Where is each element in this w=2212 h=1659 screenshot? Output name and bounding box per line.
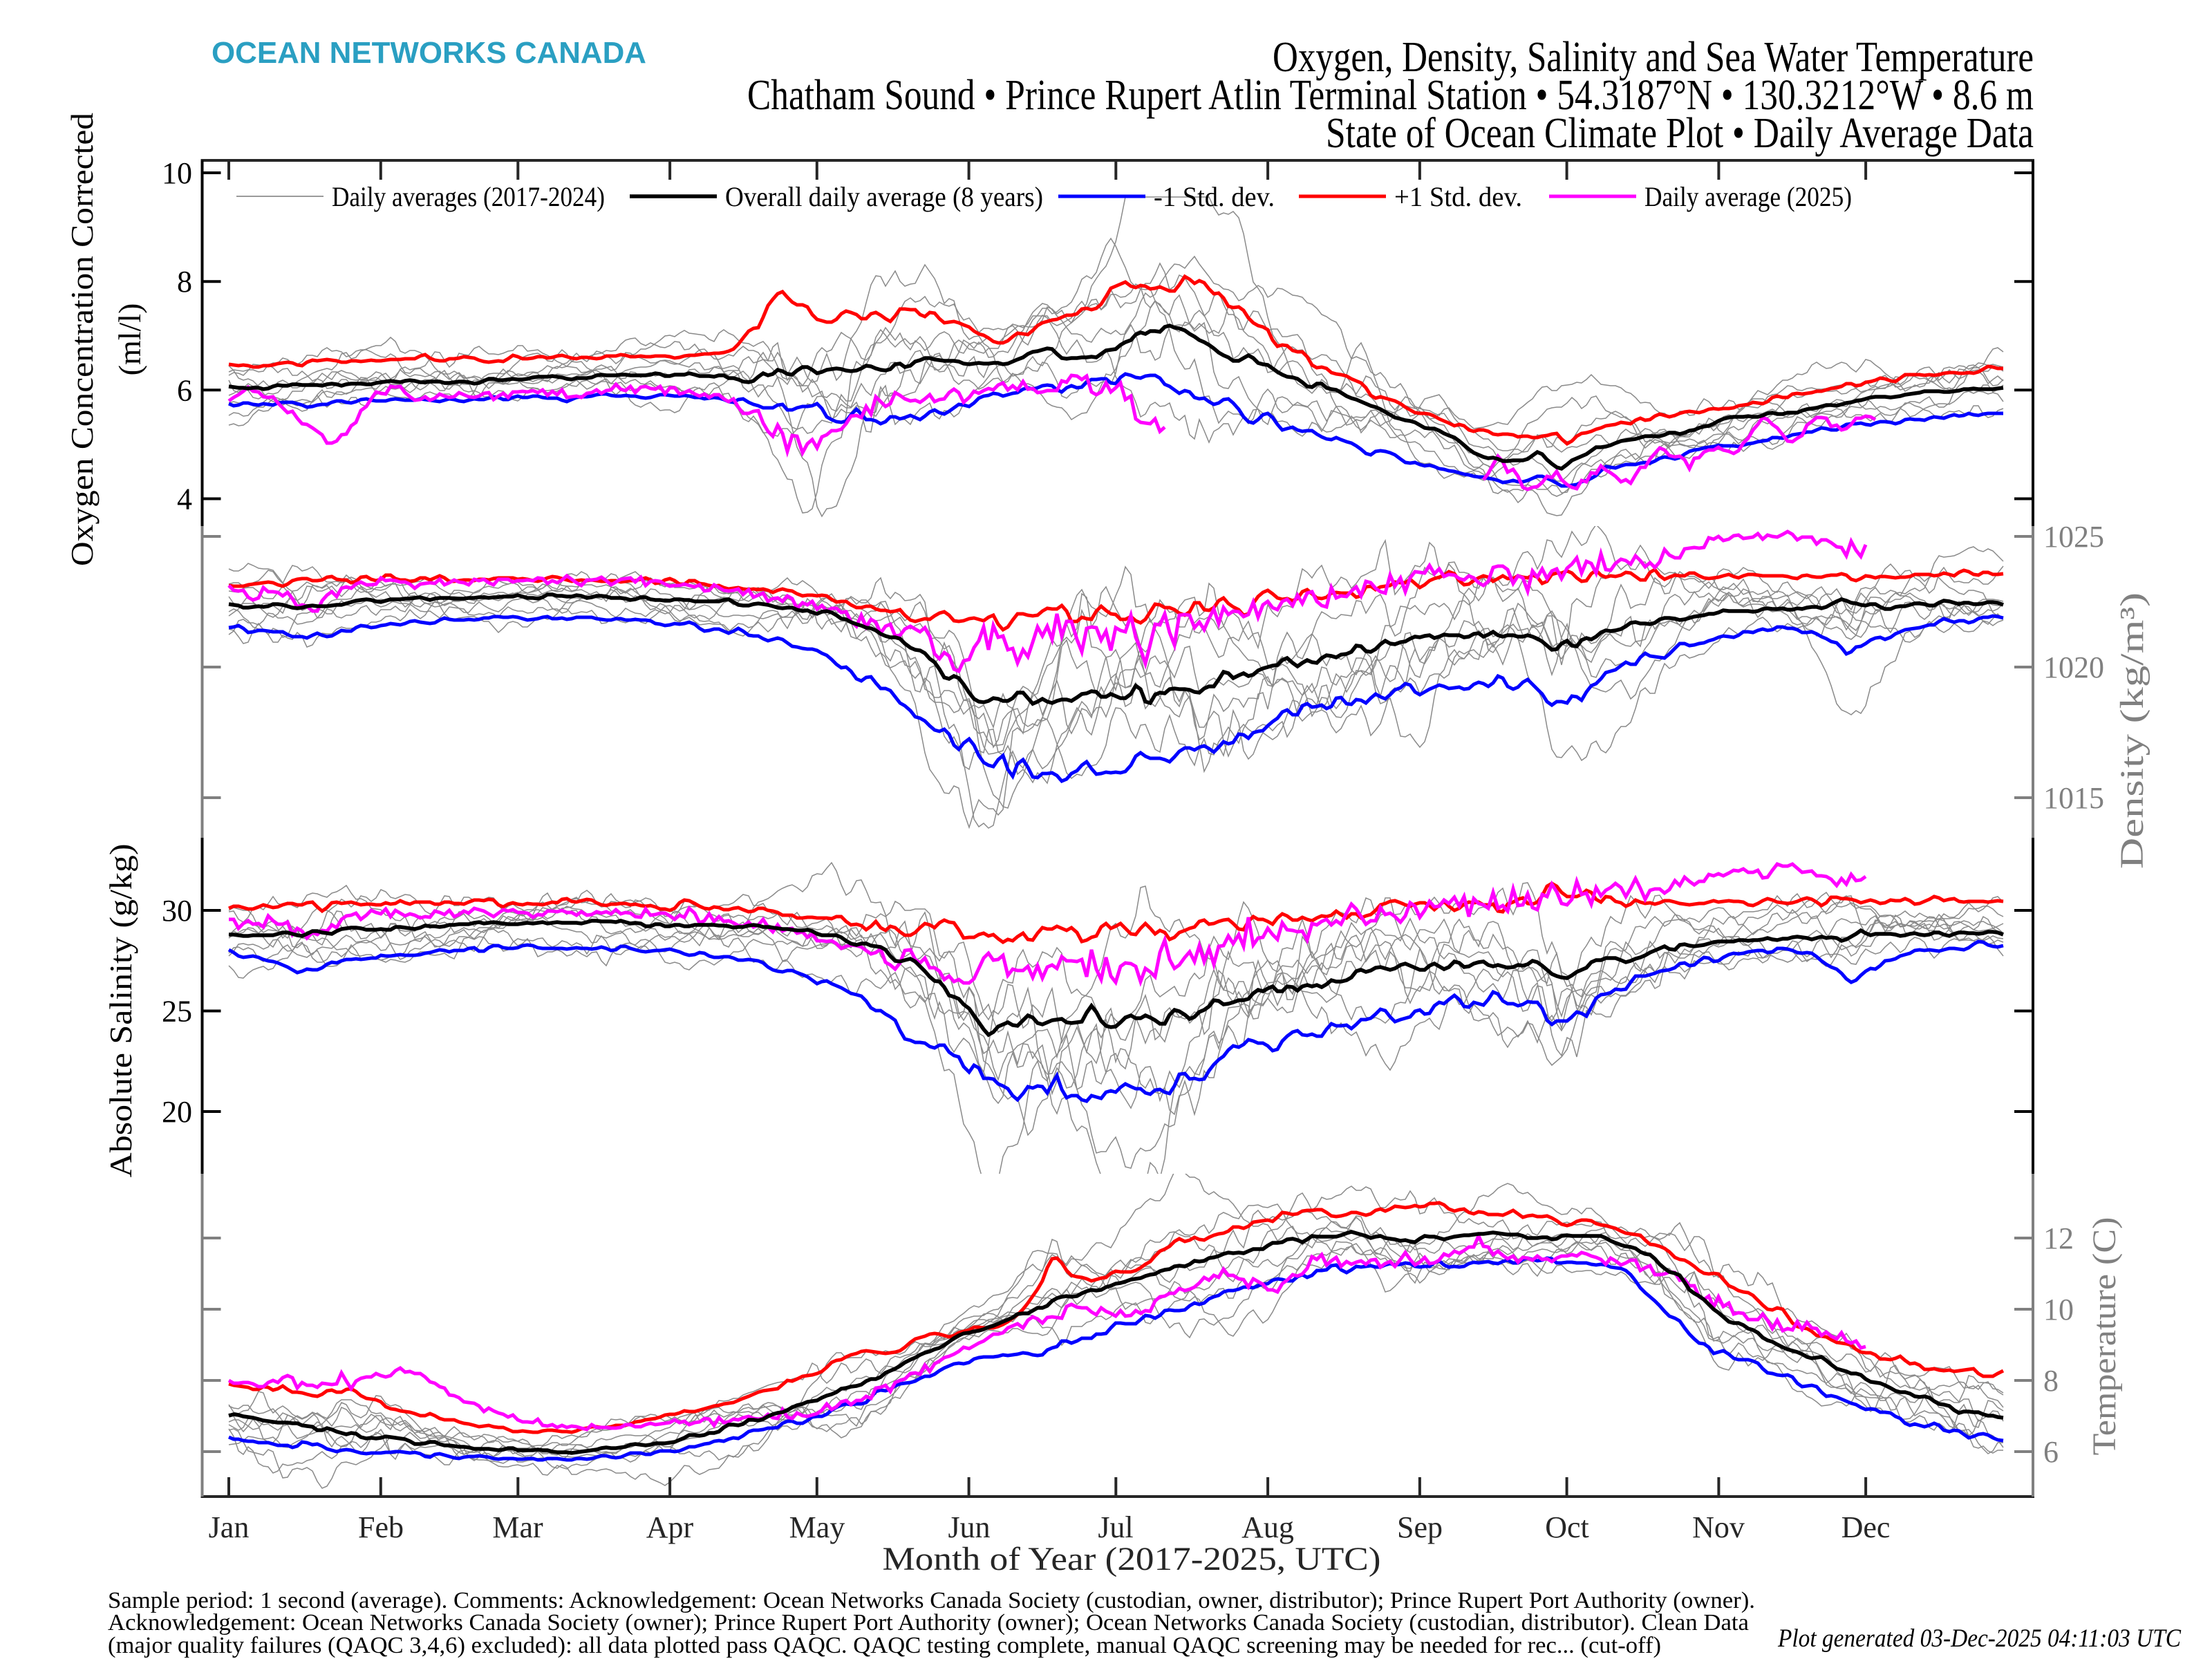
svg-text:25: 25 <box>162 995 192 1029</box>
svg-text:Apr: Apr <box>646 1510 694 1544</box>
svg-text:1015: 1015 <box>2043 781 2104 815</box>
svg-text:Absolute Salinity (g/kg): Absolute Salinity (g/kg) <box>103 844 138 1178</box>
svg-text:1020: 1020 <box>2043 650 2104 684</box>
svg-text:Overall daily average (8 years: Overall daily average (8 years) <box>725 181 1043 212</box>
svg-text:Daily average (2025): Daily average (2025) <box>1644 181 1852 212</box>
svg-text:6: 6 <box>177 373 192 407</box>
svg-text:30: 30 <box>162 894 192 928</box>
svg-text:Oct: Oct <box>1545 1510 1589 1544</box>
svg-text:8: 8 <box>177 265 192 299</box>
svg-text:-1 Std. dev.: -1 Std. dev. <box>1154 181 1275 212</box>
svg-text:Daily averages (2017-2024): Daily averages (2017-2024) <box>332 181 605 212</box>
svg-text:Density (kg/m³): Density (kg/m³) <box>2114 592 2150 869</box>
svg-text:Dec: Dec <box>1841 1510 1891 1544</box>
svg-text:10: 10 <box>162 156 192 190</box>
svg-text:Feb: Feb <box>358 1510 404 1544</box>
svg-text:Temperature (C): Temperature (C) <box>2086 1217 2123 1456</box>
svg-text:Mar: Mar <box>492 1510 543 1544</box>
svg-text:(major quality failures (QAQC: (major quality failures (QAQC 3,4,6) exc… <box>108 1633 1661 1658</box>
svg-text:20: 20 <box>162 1095 192 1129</box>
svg-text:10: 10 <box>2043 1293 2074 1327</box>
svg-text:6: 6 <box>2043 1435 2059 1469</box>
svg-text:Sep: Sep <box>1397 1510 1443 1544</box>
svg-text:May: May <box>789 1510 845 1544</box>
svg-text:Chatham Sound • Prince Rupert: Chatham Sound • Prince Rupert Atlin Term… <box>747 72 2034 119</box>
svg-text:Oxygen Concentration Corrected: Oxygen Concentration Corrected <box>64 113 100 566</box>
svg-text:OCEAN NETWORKS CANADA: OCEAN NETWORKS CANADA <box>212 36 646 70</box>
svg-text:Nov: Nov <box>1692 1510 1745 1544</box>
svg-text:Aug: Aug <box>1241 1510 1294 1544</box>
svg-text:(ml/l): (ml/l) <box>112 303 147 376</box>
svg-text:Jun: Jun <box>948 1510 990 1544</box>
svg-text:Month of Year (2017-2025, UTC): Month of Year (2017-2025, UTC) <box>883 1541 1381 1577</box>
svg-text:1025: 1025 <box>2043 520 2104 554</box>
svg-text:State of Ocean Climate Plot •: State of Ocean Climate Plot • Daily Aver… <box>1326 110 2034 157</box>
svg-text:Acknowledgement: Ocean Network: Acknowledgement: Ocean Networks Canada S… <box>108 1610 1749 1635</box>
svg-text:12: 12 <box>2043 1221 2074 1255</box>
svg-text:Sample period: 1 second (avera: Sample period: 1 second (average). Comme… <box>108 1588 1755 1613</box>
svg-text:Plot generated 03-Dec-2025 04:: Plot generated 03-Dec-2025 04:11:03 UTC <box>1777 1624 2182 1653</box>
svg-text:8: 8 <box>2043 1364 2059 1398</box>
svg-text:Jan: Jan <box>209 1510 250 1544</box>
svg-text:4: 4 <box>177 482 192 516</box>
svg-text:Jul: Jul <box>1098 1510 1133 1544</box>
svg-text:+1 Std. dev.: +1 Std. dev. <box>1394 181 1522 212</box>
svg-text:Oxygen, Density, Salinity and: Oxygen, Density, Salinity and Sea Water … <box>1273 34 2034 81</box>
